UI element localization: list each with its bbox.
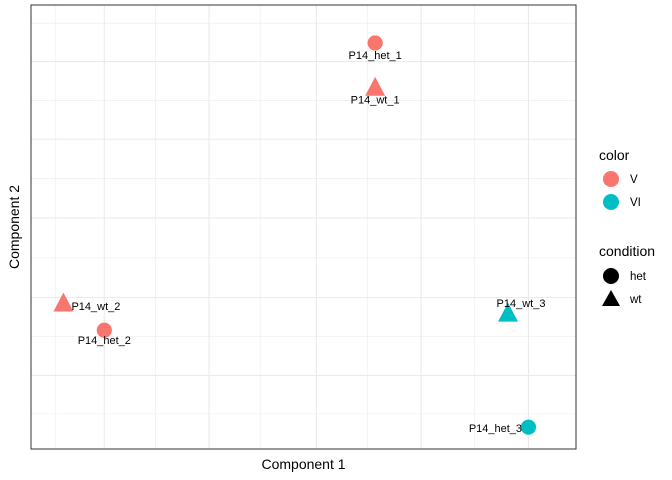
plot-panel-border	[30, 4, 577, 450]
data-point-p14-wt-2	[53, 292, 74, 312]
legend-key-het	[603, 268, 619, 284]
color-legend: color V VI	[599, 147, 641, 210]
data-point-p14-het-3	[520, 419, 537, 435]
data-point-p14-het-1	[367, 35, 383, 51]
color-legend-title: color	[599, 147, 630, 163]
legend-label-v: V	[630, 174, 638, 186]
condition-legend-title: condition	[599, 243, 655, 259]
x-axis-title: Component 1	[261, 456, 345, 472]
legend-key-vi	[603, 194, 619, 210]
point-label-p14-wt-3: P14_wt_3	[497, 298, 546, 310]
data-point-p14-het-2	[96, 322, 112, 338]
grid-lines	[31, 5, 576, 449]
point-label-p14-wt-1: P14_wt_1	[351, 94, 400, 106]
point-label-p14-het-1: P14_het_1	[349, 50, 402, 62]
y-axis-title: Component 2	[6, 185, 22, 269]
condition-legend: condition het wt	[599, 243, 655, 306]
point-label-p14-wt-2: P14_wt_2	[71, 301, 120, 313]
legend-label-wt: wt	[629, 294, 642, 306]
data-point-p14-wt-1	[365, 76, 386, 96]
point-label-p14-het-2: P14_het_2	[78, 335, 131, 347]
legend-label-vi: VI	[630, 197, 641, 209]
point-label-p14-het-3: P14_het_3	[469, 423, 522, 435]
data-point-p14-wt-3	[498, 302, 518, 322]
legend-key-wt	[602, 290, 620, 306]
legend-key-v	[603, 171, 619, 187]
legend-label-het: het	[630, 271, 647, 283]
point-labels: P14_het_1 P14_wt_1 P14_wt_2 P14_het_2 P14_wt…	[71, 50, 545, 435]
data-points	[53, 35, 537, 435]
